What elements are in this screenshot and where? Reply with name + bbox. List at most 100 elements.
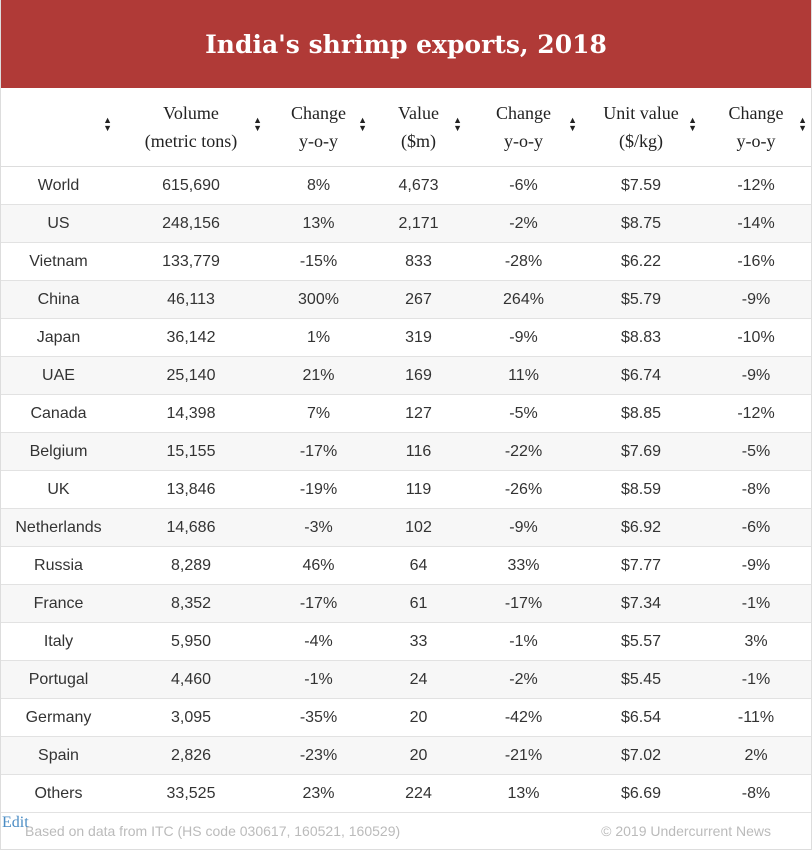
table-row: UK 13,846 -19% 119 -26% $8.59 -8%	[1, 470, 811, 509]
table-cell: $5.45	[581, 660, 701, 699]
table-cell: -17%	[266, 584, 371, 623]
table-cell: -22%	[466, 432, 581, 471]
table-cell: 11%	[466, 356, 581, 395]
table-cell: $5.57	[581, 622, 701, 661]
table-cell: 36,142	[116, 318, 266, 357]
table-cell: 3,095	[116, 698, 266, 737]
copyright: © 2019 Undercurrent News	[601, 823, 771, 839]
sort-icon[interactable]: ▲ ▼	[358, 115, 367, 133]
table-row: Japan 36,142 1% 319 -9% $8.83 -10%	[1, 318, 811, 357]
column-header-1[interactable]: Volume (metric tons) ▲ ▼	[116, 88, 266, 167]
table-cell: $8.75	[581, 204, 701, 243]
table-cell: 169	[371, 356, 466, 395]
table-cell: 20	[371, 698, 466, 737]
column-header-3[interactable]: Value ($m) ▲ ▼	[371, 88, 466, 167]
table-cell: -35%	[266, 698, 371, 737]
table-cell: $8.85	[581, 394, 701, 433]
table-cell: 267	[371, 280, 466, 319]
table-title: India's shrimp exports, 2018	[1, 0, 811, 88]
sort-icon[interactable]: ▲ ▼	[253, 115, 262, 133]
table-cell: Russia	[1, 546, 116, 585]
table-row: US 248,156 13% 2,171 -2% $8.75 -14%	[1, 204, 811, 243]
table-cell: $8.83	[581, 318, 701, 357]
table-cell: 8%	[266, 166, 371, 205]
column-header-5[interactable]: Unit value ($/kg) ▲ ▼	[581, 88, 701, 167]
table-cell: 25,140	[116, 356, 266, 395]
table-cell: 7%	[266, 394, 371, 433]
table-cell: 116	[371, 432, 466, 471]
table-cell: Spain	[1, 736, 116, 775]
table-cell: -4%	[266, 622, 371, 661]
table-cell: -10%	[701, 318, 811, 357]
header-line1: Unit value	[603, 103, 679, 123]
table-cell: -17%	[266, 432, 371, 471]
header-line2: ($m)	[401, 131, 436, 151]
table-row: Spain 2,826 -23% 20 -21% $7.02 2%	[1, 736, 811, 775]
sort-icon[interactable]: ▲ ▼	[453, 115, 462, 133]
table-cell: -2%	[466, 204, 581, 243]
table-cell: 46,113	[116, 280, 266, 319]
table-cell: $6.54	[581, 698, 701, 737]
table-cell: -1%	[701, 584, 811, 623]
table-cell: $7.02	[581, 736, 701, 775]
table-cell: Italy	[1, 622, 116, 661]
table-cell: $6.92	[581, 508, 701, 547]
table-cell: -9%	[701, 546, 811, 585]
sort-icon[interactable]: ▲ ▼	[103, 115, 112, 133]
table-cell: UAE	[1, 356, 116, 395]
table-cell: $7.69	[581, 432, 701, 471]
table-cell: 21%	[266, 356, 371, 395]
table-cell: 13,846	[116, 470, 266, 509]
table-cell: -19%	[266, 470, 371, 509]
table-cell: Belgium	[1, 432, 116, 471]
table-cell: -9%	[466, 508, 581, 547]
table-cell: 4,673	[371, 166, 466, 205]
table-cell: 33	[371, 622, 466, 661]
table-cell: France	[1, 584, 116, 623]
footer: Based on data from ITC (HS code 030617, …	[1, 813, 811, 849]
table-row: Netherlands 14,686 -3% 102 -9% $6.92 -6%	[1, 508, 811, 547]
table-cell: 20	[371, 736, 466, 775]
column-header-0[interactable]: ▲ ▼	[1, 88, 116, 167]
sort-icon[interactable]: ▲ ▼	[798, 115, 807, 133]
header-line1: Volume	[163, 103, 219, 123]
table-cell: 33%	[466, 546, 581, 585]
sort-icon[interactable]: ▲ ▼	[568, 115, 577, 133]
column-header-2[interactable]: Change y-o-y ▲ ▼	[266, 88, 371, 167]
table-cell: World	[1, 166, 116, 205]
header-line1: Change	[496, 103, 551, 123]
table-cell: 14,398	[116, 394, 266, 433]
table-cell: 300%	[266, 280, 371, 319]
table-cell: -9%	[466, 318, 581, 357]
table-cell: 8,352	[116, 584, 266, 623]
table-cell: Japan	[1, 318, 116, 357]
table-cell: -1%	[701, 660, 811, 699]
table-row: Russia 8,289 46% 64 33% $7.77 -9%	[1, 546, 811, 585]
table-row: UAE 25,140 21% 169 11% $6.74 -9%	[1, 356, 811, 395]
table-cell: -8%	[701, 774, 811, 813]
table-cell: 224	[371, 774, 466, 813]
sort-icon[interactable]: ▲ ▼	[688, 115, 697, 133]
table-cell: 13%	[266, 204, 371, 243]
table-cell: $8.59	[581, 470, 701, 509]
table-cell: 102	[371, 508, 466, 547]
table-cell: 119	[371, 470, 466, 509]
header-line2: y-o-y	[299, 131, 338, 151]
table-cell: 5,950	[116, 622, 266, 661]
column-header-4[interactable]: Change y-o-y ▲ ▼	[466, 88, 581, 167]
table-cell: 8,289	[116, 546, 266, 585]
table-cell: -1%	[466, 622, 581, 661]
column-header-6[interactable]: Change y-o-y ▲ ▼	[701, 88, 811, 167]
table-cell: $6.69	[581, 774, 701, 813]
header-line1: Change	[728, 103, 784, 123]
table-cell: -42%	[466, 698, 581, 737]
table-cell: 3%	[701, 622, 811, 661]
table-cell: 24	[371, 660, 466, 699]
header-line1: Change	[291, 103, 346, 123]
table-cell: 615,690	[116, 166, 266, 205]
table-cell: Portugal	[1, 660, 116, 699]
table-cell: 15,155	[116, 432, 266, 471]
edit-link[interactable]: Edit	[2, 814, 29, 831]
table-row: Belgium 15,155 -17% 116 -22% $7.69 -5%	[1, 432, 811, 471]
